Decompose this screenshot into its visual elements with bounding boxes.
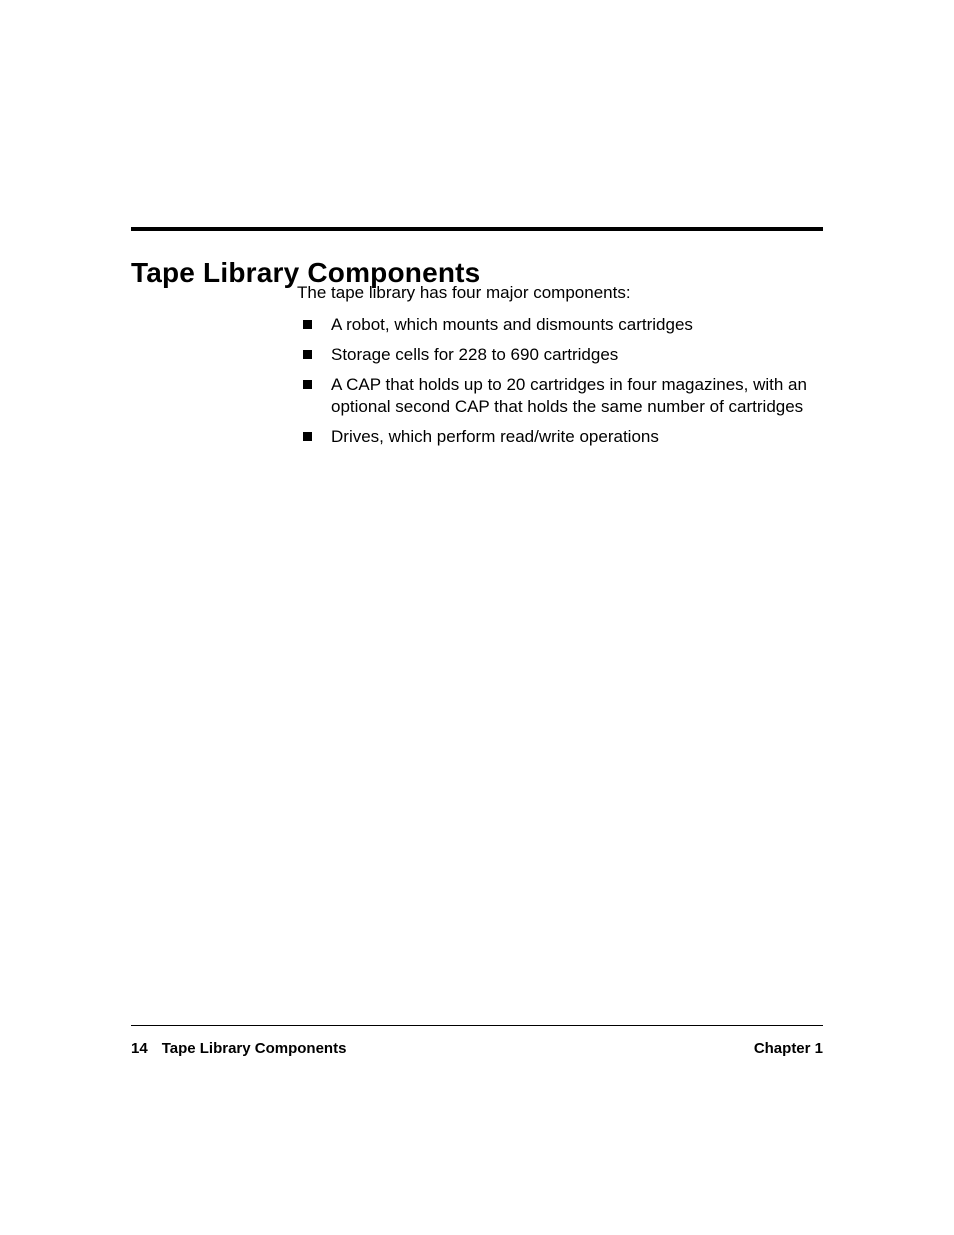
bullet-list: A robot, which mounts and dismounts cart… — [297, 314, 823, 448]
list-item: Drives, which perform read/write operati… — [297, 426, 823, 448]
top-horizontal-rule — [131, 227, 823, 231]
footer-horizontal-rule — [131, 1025, 823, 1026]
body-content: The tape library has four major componen… — [297, 282, 823, 457]
chapter-label: Chapter 1 — [754, 1040, 823, 1057]
page-number: 14 — [131, 1040, 148, 1057]
list-item: A robot, which mounts and dismounts cart… — [297, 314, 823, 336]
page-footer: 14 Tape Library Components Chapter 1 — [131, 1040, 823, 1057]
list-item: Storage cells for 228 to 690 cartridges — [297, 344, 823, 366]
footer-section-title: Tape Library Components — [162, 1040, 347, 1057]
intro-paragraph: The tape library has four major componen… — [297, 282, 823, 304]
document-page: Tape Library Components The tape library… — [0, 0, 954, 1235]
list-item: A CAP that holds up to 20 cartridges in … — [297, 374, 823, 418]
footer-left-group: 14 Tape Library Components — [131, 1040, 346, 1057]
